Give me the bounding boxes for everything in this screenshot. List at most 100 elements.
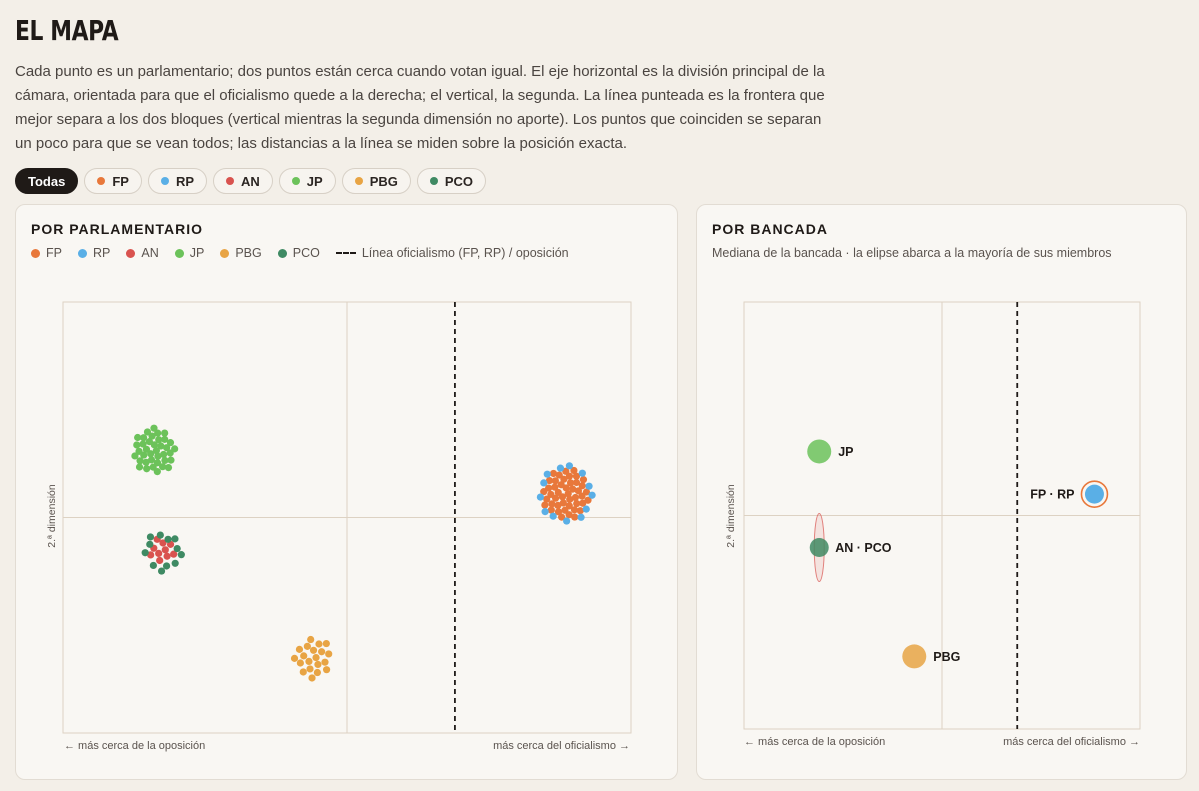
filter-jp-button[interactable]: JP xyxy=(278,168,336,194)
filter-label: RP xyxy=(175,173,195,189)
legislator-point xyxy=(541,508,549,516)
legislator-point xyxy=(560,475,568,483)
rp-dot-icon xyxy=(160,177,169,185)
filter-an-button[interactable]: AN xyxy=(213,168,273,194)
legislator-point xyxy=(134,433,142,442)
legislator-point xyxy=(146,533,155,541)
legislator-point xyxy=(171,559,179,567)
filter-label: AN xyxy=(241,173,260,189)
pco-dot-icon xyxy=(429,177,438,185)
an-dot-icon xyxy=(126,248,136,258)
filter-rp-button[interactable]: RP xyxy=(147,168,208,194)
legislator-point xyxy=(554,501,562,510)
party-median-label: AN · PCO xyxy=(835,541,892,555)
legend-label: Línea oficialismo (FP, RP) / oposición xyxy=(361,246,569,260)
legislator-point xyxy=(161,546,169,554)
x-axis-left-note: ← más cerca de la oposición xyxy=(744,736,886,748)
legislator-point xyxy=(312,653,320,662)
legislator-point xyxy=(149,561,157,570)
legend-item-pbg: PBG xyxy=(220,246,262,260)
legislator-point xyxy=(308,674,316,682)
legislator-point xyxy=(551,483,559,491)
legislator-point xyxy=(557,481,565,489)
legislator-point xyxy=(305,657,313,665)
legislator-point xyxy=(303,642,311,650)
legislator-point xyxy=(322,639,330,648)
legislator-point xyxy=(569,485,577,493)
legislator-point xyxy=(170,550,178,558)
legislator-point xyxy=(540,479,548,487)
legislator-point xyxy=(139,440,147,448)
party-median-point xyxy=(902,644,927,669)
legislator-point xyxy=(147,551,155,559)
legislator-point xyxy=(573,499,581,508)
x-axis-right-note: más cerca del oficialismo → xyxy=(493,740,630,752)
legend-label: JP xyxy=(189,246,205,260)
fp-dot-icon xyxy=(97,177,106,185)
filter-all-button[interactable]: Todas xyxy=(15,168,79,194)
party-median-point xyxy=(809,538,829,558)
legislator-point xyxy=(582,505,590,513)
x-axis-right-note: más cerca del oficialismo → xyxy=(1003,736,1140,748)
party-median-plot: JP AN · PCO PBG FP · RP xyxy=(743,301,1141,730)
legislator-point xyxy=(163,444,171,452)
legislator-point xyxy=(566,495,574,503)
legislator-point xyxy=(551,477,559,485)
legislator-point xyxy=(171,445,179,453)
rp-dot-icon xyxy=(77,248,87,258)
legislator-point xyxy=(296,659,304,667)
filter-pco-button[interactable]: PCO xyxy=(416,168,487,194)
legislator-point xyxy=(139,434,148,442)
legislator-point xyxy=(167,456,175,464)
legend-item-an: AN xyxy=(126,246,159,260)
legislator-point xyxy=(574,487,583,495)
legislator-point xyxy=(152,447,160,455)
legislator-point xyxy=(161,435,169,443)
filter-pbg-button[interactable]: PBG xyxy=(341,168,411,194)
legislator-point xyxy=(565,502,573,510)
filter-fp-button[interactable]: FP xyxy=(84,168,142,194)
filter-label: FP xyxy=(112,173,129,189)
filter-label: Todas xyxy=(28,173,66,189)
legislator-point xyxy=(295,645,304,653)
filter-label: PBG xyxy=(369,173,398,189)
jp-dot-icon xyxy=(291,177,300,185)
legislator-point xyxy=(155,549,163,558)
legend-label: FP xyxy=(46,246,62,260)
pco-dot-icon xyxy=(277,248,287,258)
legislator-point xyxy=(548,500,556,508)
legislator-point xyxy=(153,459,162,467)
legislator-point xyxy=(562,467,570,475)
left-panel-title: POR PARLAMENTARIO xyxy=(31,221,204,237)
legislator-point xyxy=(155,436,163,444)
chart-legend: FP RP AN JP PBG PCO Línea oficialismo (F… xyxy=(31,246,569,260)
party-median-label: PBG xyxy=(933,650,960,664)
legend-item-divider: Línea oficialismo (FP, RP) / oposición xyxy=(335,246,569,260)
legislator-point xyxy=(299,668,307,676)
legislator-point xyxy=(313,668,321,677)
an-dot-icon xyxy=(226,177,235,185)
legislator-point xyxy=(166,439,175,447)
legislator-point xyxy=(131,452,139,460)
legislator-point xyxy=(572,478,581,487)
legislator-point xyxy=(576,507,584,515)
legislator-point xyxy=(556,464,565,472)
legislator-point xyxy=(153,468,161,476)
intro-paragraph: Cada punto es un parlamentario; dos punt… xyxy=(15,63,825,152)
legislator-point xyxy=(559,499,567,507)
legislator-point xyxy=(148,432,156,440)
legislator-point xyxy=(541,501,549,509)
jp-dot-icon xyxy=(174,248,184,258)
legislator-point xyxy=(536,493,544,501)
legislator-point xyxy=(300,652,308,660)
legislator-point xyxy=(578,482,586,490)
legislator-point xyxy=(314,660,322,669)
pbg-dot-icon xyxy=(220,248,230,258)
legislator-point xyxy=(571,513,579,521)
legislator-point xyxy=(547,506,555,514)
legislator-point xyxy=(160,450,168,459)
legislator-point xyxy=(564,490,572,498)
party-filter-bar: Todas FP RP AN JP PBG PCO xyxy=(15,168,487,194)
legislator-point xyxy=(540,488,548,496)
legislator-point xyxy=(579,476,588,484)
